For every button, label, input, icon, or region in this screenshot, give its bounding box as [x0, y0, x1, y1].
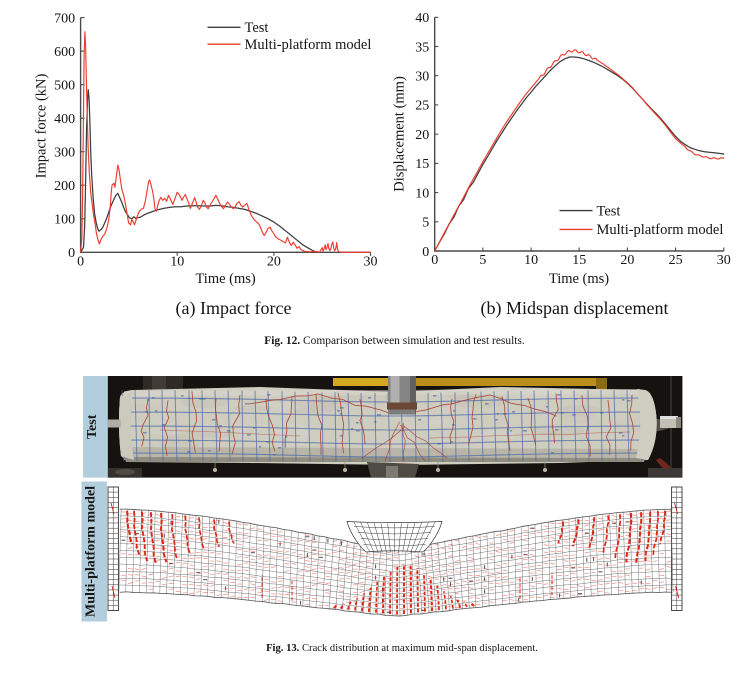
- svg-text:30: 30: [415, 70, 429, 85]
- svg-text:500: 500: [54, 79, 75, 94]
- svg-text:25: 25: [669, 253, 683, 268]
- svg-text:400: 400: [54, 112, 75, 127]
- svg-text:Multi-platform model: Multi-platform model: [84, 486, 99, 617]
- svg-text:0: 0: [422, 245, 429, 260]
- svg-text:Fig. 12. Comparison between si: Fig. 12. Comparison between simulation a…: [264, 335, 525, 347]
- svg-text:700: 700: [54, 11, 75, 26]
- svg-text:0: 0: [77, 255, 84, 270]
- svg-text:10: 10: [170, 255, 184, 270]
- svg-text:Test: Test: [85, 414, 100, 439]
- svg-text:100: 100: [54, 213, 75, 228]
- svg-text:600: 600: [54, 45, 75, 60]
- svg-text:15: 15: [572, 253, 586, 268]
- svg-text:Test: Test: [245, 20, 269, 36]
- svg-text:Impact force (kN): Impact force (kN): [34, 73, 50, 178]
- svg-text:(b) Midspan displacement: (b) Midspan displacement: [481, 298, 669, 319]
- svg-text:0: 0: [431, 253, 438, 268]
- svg-text:Multi-platform model: Multi-platform model: [597, 222, 724, 238]
- svg-text:Multi-platform model: Multi-platform model: [245, 37, 372, 53]
- svg-text:10: 10: [524, 253, 538, 268]
- svg-text:20: 20: [267, 255, 281, 270]
- svg-text:20: 20: [415, 128, 429, 143]
- svg-text:15: 15: [415, 157, 429, 172]
- svg-text:Test: Test: [597, 203, 621, 219]
- svg-text:20: 20: [620, 253, 634, 268]
- svg-text:40: 40: [415, 11, 429, 26]
- svg-text:Fig. 13. Crack distribution at: Fig. 13. Crack distribution at maximum m…: [266, 643, 538, 654]
- svg-text:Time (ms): Time (ms): [549, 271, 609, 287]
- svg-text:(a) Impact force: (a) Impact force: [176, 298, 292, 319]
- svg-text:200: 200: [54, 179, 75, 194]
- svg-text:30: 30: [717, 253, 731, 268]
- svg-text:5: 5: [422, 216, 429, 231]
- svg-text:Time (ms): Time (ms): [195, 271, 255, 287]
- svg-text:30: 30: [364, 255, 378, 270]
- svg-text:Displacement (mm): Displacement (mm): [392, 76, 408, 192]
- svg-text:300: 300: [54, 146, 75, 161]
- svg-text:10: 10: [415, 186, 429, 201]
- svg-text:0: 0: [68, 246, 75, 261]
- svg-text:35: 35: [415, 40, 429, 55]
- svg-text:5: 5: [479, 253, 486, 268]
- svg-text:25: 25: [415, 99, 429, 114]
